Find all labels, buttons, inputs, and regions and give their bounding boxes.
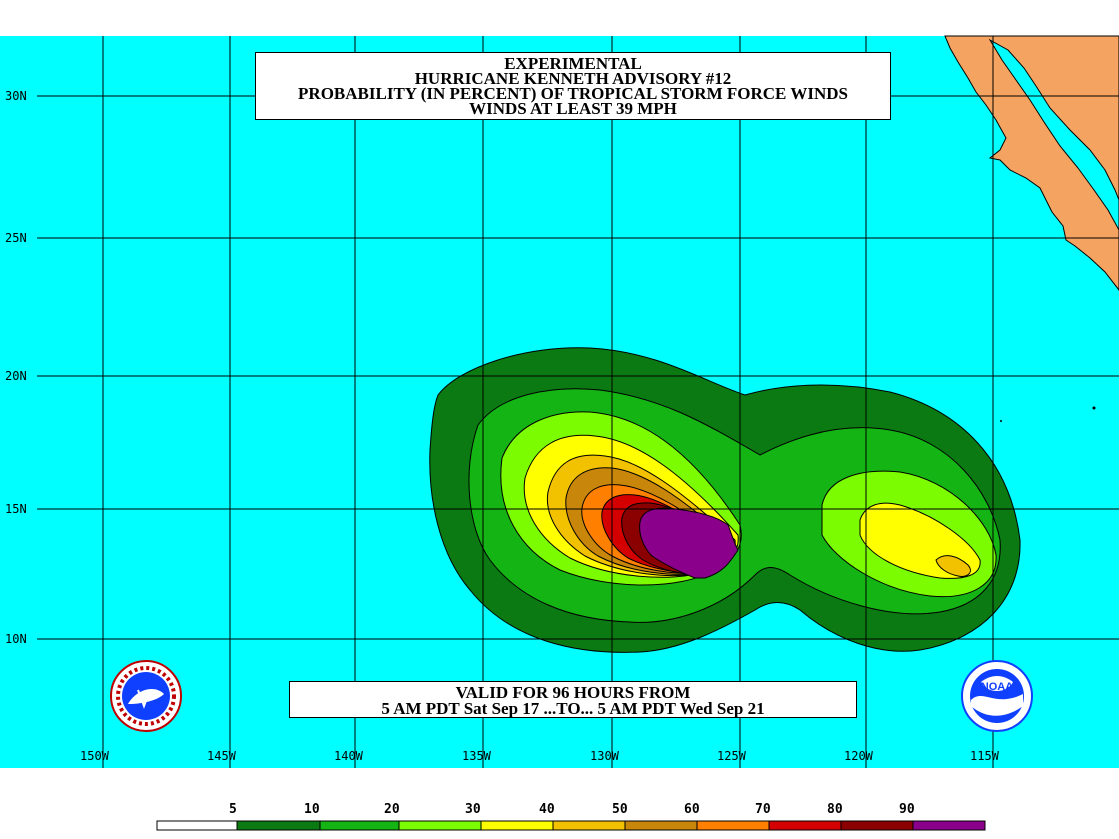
probability-contours: [429, 347, 1021, 653]
contour-50-east: [935, 555, 971, 577]
title-line-1: EXPERIMENTAL: [504, 54, 642, 73]
legend-swatch: [319, 820, 400, 831]
legend-swatch: [912, 820, 986, 831]
legend-swatch: [840, 820, 914, 831]
lon-label-130w: 130W: [590, 749, 619, 763]
lat-label-10n: 10N: [5, 632, 27, 646]
lon-label-135w: 135W: [462, 749, 491, 763]
validity-line-2: 5 AM PDT Sat Sep 17 ...TO... 5 AM PDT We…: [381, 699, 765, 718]
legend-label-90: 90: [899, 802, 915, 817]
nws-logo: [110, 660, 182, 732]
legend-swatch: [768, 820, 842, 831]
land-mexico: [944, 35, 1119, 291]
validity-line-1: VALID FOR 96 HOURS FROM: [455, 683, 691, 702]
island: [1092, 406, 1096, 410]
graticule: [37, 36, 1119, 768]
legend-swatch: [156, 820, 238, 831]
title-line-4: WINDS AT LEAST 39 MPH: [469, 99, 677, 118]
legend-label-30: 30: [465, 802, 481, 817]
legend-swatch: [696, 820, 770, 831]
validity-box: VALID FOR 96 HOURS FROM 5 AM PDT Sat Sep…: [289, 681, 857, 718]
legend-swatch: [624, 820, 698, 831]
contour-max: [639, 507, 739, 579]
legend-label-5: 5: [229, 802, 237, 817]
lat-label-25n: 25N: [5, 231, 27, 245]
legend-label-20: 20: [384, 802, 400, 817]
legend-swatch: [480, 820, 554, 831]
title-box: EXPERIMENTAL HURRICANE KENNETH ADVISORY …: [255, 52, 891, 120]
lon-label-145w: 145W: [207, 749, 236, 763]
title-line-2: HURRICANE KENNETH ADVISORY #12: [414, 69, 732, 88]
legend-label-80: 80: [827, 802, 843, 817]
lon-label-115w: 115W: [970, 749, 999, 763]
legend-swatch: [552, 820, 626, 831]
noaa-logo-text: NOAA: [981, 681, 1013, 693]
lat-label-20n: 20N: [5, 369, 27, 383]
gulf-of-california: [988, 38, 1119, 231]
legend-label-40: 40: [539, 802, 555, 817]
legend-label-60: 60: [684, 802, 700, 817]
lat-label-15n: 15N: [5, 502, 27, 516]
legend-swatch: [236, 820, 321, 831]
lon-label-120w: 120W: [844, 749, 873, 763]
legend-swatch: [398, 820, 482, 831]
lon-label-140w: 140W: [334, 749, 363, 763]
island: [1000, 420, 1002, 422]
lon-label-125w: 125W: [717, 749, 746, 763]
legend-bar: [156, 820, 986, 831]
noaa-logo: NOAA: [961, 660, 1033, 732]
legend-label-10: 10: [304, 802, 320, 817]
lat-label-30n: 30N: [5, 89, 27, 103]
title-line-3: PROBABILITY (IN PERCENT) OF TROPICAL STO…: [298, 84, 848, 103]
lon-label-150w: 150W: [80, 749, 109, 763]
legend-label-70: 70: [755, 802, 771, 817]
legend-label-50: 50: [612, 802, 628, 817]
